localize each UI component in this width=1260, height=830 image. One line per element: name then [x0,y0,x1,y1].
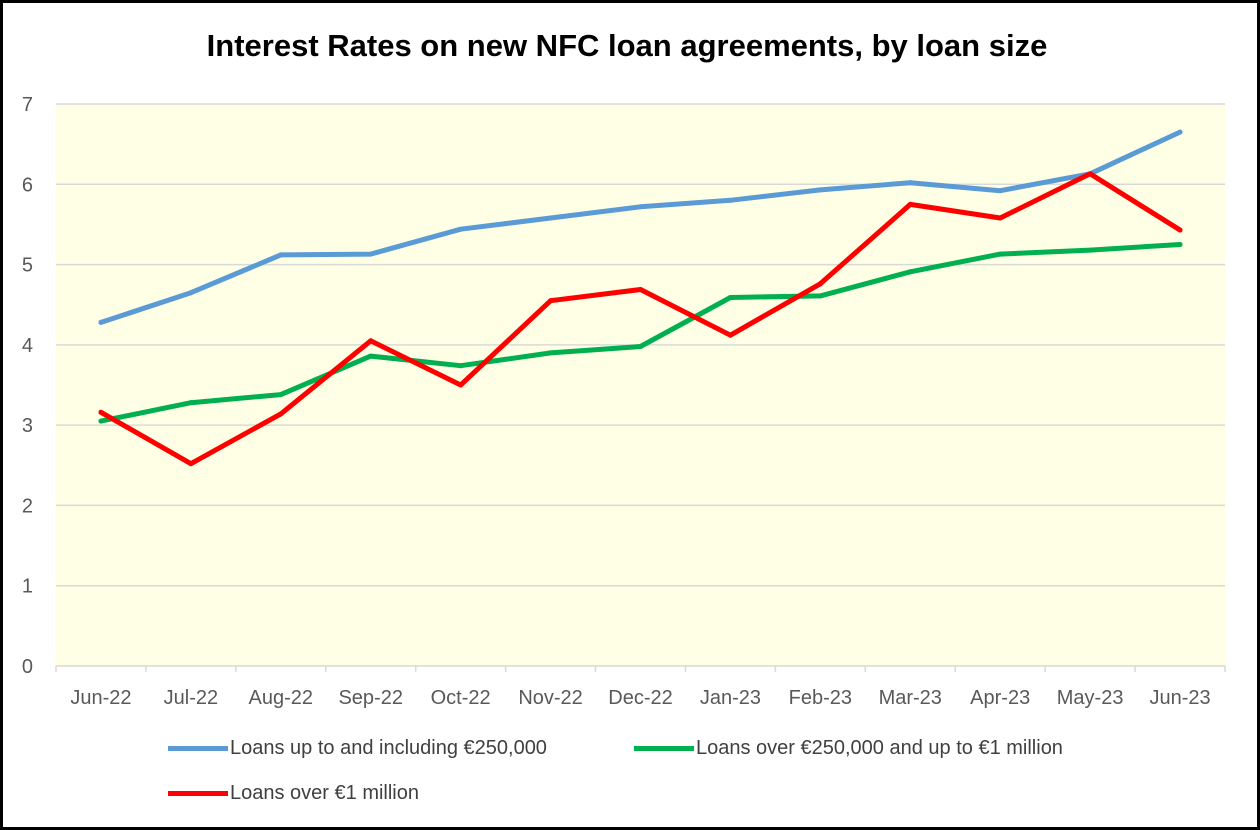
legend-swatch-series-2 [634,746,694,751]
y-tick-label: 7 [22,94,33,116]
data-point-series-3 [98,409,104,415]
x-tick-label: Feb-23 [789,687,852,709]
x-tick-label: May-23 [1057,687,1124,709]
data-point-series-1 [278,252,284,258]
y-tick-label: 5 [22,255,33,277]
legend-swatch-series-1 [168,746,228,751]
data-point-series-1 [638,204,643,210]
data-point-series-2 [368,353,374,359]
data-point-series-3 [1087,171,1093,177]
data-point-series-2 [638,343,643,349]
data-point-series-1 [458,226,464,232]
chart-title: Interest Rates on new NFC loan agreement… [206,28,1048,63]
x-tick-label: Jul-22 [164,687,218,709]
data-point-series-3 [278,411,284,417]
x-tick-label: Apr-23 [970,687,1030,709]
x-tick-label: Aug-22 [249,687,314,709]
data-point-series-3 [368,338,374,344]
data-point-series-3 [638,286,643,292]
data-point-series-2 [278,392,284,398]
data-point-series-3 [458,382,464,388]
y-tick-label: 3 [22,415,33,437]
plot-background [56,104,1225,666]
x-tick-label: Oct-22 [431,687,491,709]
x-tick-label: Mar-23 [879,687,942,709]
data-point-series-1 [907,180,913,186]
data-point-series-1 [817,187,823,193]
y-tick-label: 6 [22,174,33,196]
y-tick-label: 0 [22,656,33,678]
data-point-series-1 [98,319,104,325]
data-point-series-1 [548,215,554,221]
legend-item-series-2: Loans over €250,000 and up to €1 million [634,737,1063,760]
legend-item-series-1: Loans up to and including €250,000 [168,737,547,760]
y-tick-label: 1 [22,576,33,598]
x-tick-label: Nov-22 [518,687,582,709]
data-point-series-3 [548,298,554,304]
data-point-series-2 [1087,247,1093,253]
x-tick-label: Jan-23 [700,687,761,709]
data-point-series-1 [368,251,374,257]
data-point-series-2 [188,400,194,406]
legend-swatch-series-3 [168,791,228,796]
data-point-series-1 [727,197,733,203]
data-point-series-1 [997,188,1003,194]
x-tick-label: Sep-22 [338,687,403,709]
data-point-series-2 [548,350,554,356]
y-tick-label: 2 [22,495,33,517]
data-point-series-3 [1177,227,1183,233]
data-point-series-3 [188,461,194,467]
data-point-series-2 [458,363,464,369]
legend-label-series-1: Loans up to and including €250,000 [230,737,547,759]
legend-label-series-3: Loans over €1 million [230,782,419,804]
data-point-series-2 [98,418,104,424]
data-point-series-1 [1177,129,1183,135]
data-point-series-3 [997,215,1003,221]
data-point-series-2 [727,294,733,300]
y-tick-label: 4 [22,335,33,357]
x-tick-label: Jun-23 [1149,687,1210,709]
data-point-series-3 [817,281,823,287]
data-point-series-2 [817,293,823,299]
data-point-series-2 [997,251,1003,257]
data-point-series-2 [1177,242,1183,247]
x-tick-label: Dec-22 [608,687,672,709]
legend-label-series-2: Loans over €250,000 and up to €1 million [696,737,1063,759]
data-point-series-3 [907,201,913,207]
data-point-series-3 [727,332,733,338]
data-point-series-2 [907,269,913,275]
legend-item-series-3: Loans over €1 million [168,782,419,805]
x-tick-label: Jun-22 [70,687,131,709]
data-point-series-1 [188,290,194,296]
